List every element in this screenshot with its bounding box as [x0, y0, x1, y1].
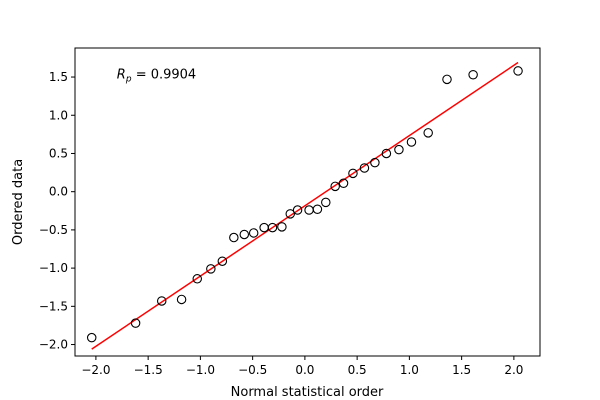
data-point [394, 144, 404, 155]
data-point [330, 181, 340, 192]
x-axis-ticks: −2.0 −1.5 −1.0 −0.5 0.0 0.5 1.0 1.5 2.0 [81, 356, 523, 377]
data-point [338, 178, 349, 189]
x-axis-label: Normal statistical order [231, 385, 384, 400]
y-tick-label: 1.5 [49, 70, 68, 84]
chart-marks [86, 61, 523, 350]
annotation-value: = 0.9904 [132, 68, 197, 83]
data-point [156, 296, 167, 306]
fit-line [91, 61, 519, 350]
y-tick-label: −2.0 [39, 338, 68, 352]
data-point [86, 332, 97, 343]
y-tick-label: 0.0 [49, 185, 68, 199]
y-axis-label: Ordered data [11, 159, 26, 245]
y-tick-label: 0.5 [49, 146, 68, 160]
data-point [312, 204, 323, 215]
x-tick-label: 1.0 [400, 363, 419, 377]
y-tick-label: −1.5 [39, 299, 68, 313]
data-point [176, 294, 187, 305]
x-tick-label: −0.5 [238, 363, 267, 377]
axes-frame [74, 47, 541, 357]
data-point [513, 66, 523, 76]
x-tick-label: 0.5 [348, 363, 367, 377]
data-point [192, 274, 203, 284]
x-tick-label: −1.5 [134, 363, 163, 377]
correlation-annotation: Rp = 0.9904 [117, 68, 196, 85]
data-point [468, 69, 478, 80]
y-tick-label: 1.0 [49, 108, 68, 122]
data-point [359, 163, 370, 173]
data-point [229, 232, 239, 243]
x-tick-label: −1.0 [186, 363, 215, 377]
data-point [239, 229, 250, 240]
x-tick-label: −2.0 [81, 363, 110, 377]
data-point [217, 256, 228, 266]
data-point [285, 209, 296, 219]
y-tick-label: −0.5 [39, 223, 68, 237]
data-point [292, 205, 303, 215]
data-point [370, 157, 380, 168]
data-point [381, 148, 392, 159]
data-point [321, 197, 331, 208]
data-point [248, 228, 259, 238]
y-axis-ticks: −2.0 −1.5 −1.0 −0.5 0.0 0.5 1.0 1.5 [39, 70, 75, 352]
data-point [423, 128, 433, 138]
data-point [130, 318, 141, 328]
data-point [277, 222, 287, 232]
data-point [442, 74, 452, 85]
x-tick-label: 0.0 [295, 363, 314, 377]
data-point [267, 222, 278, 233]
x-tick-label: 2.0 [504, 363, 523, 377]
data-point [348, 168, 358, 179]
data-point [406, 137, 417, 147]
x-tick-label: 1.5 [452, 363, 471, 377]
annotation-subscript: p [125, 75, 132, 85]
y-tick-label: −1.0 [39, 261, 68, 275]
annotation-symbol: R [117, 68, 126, 83]
data-point [206, 264, 216, 274]
